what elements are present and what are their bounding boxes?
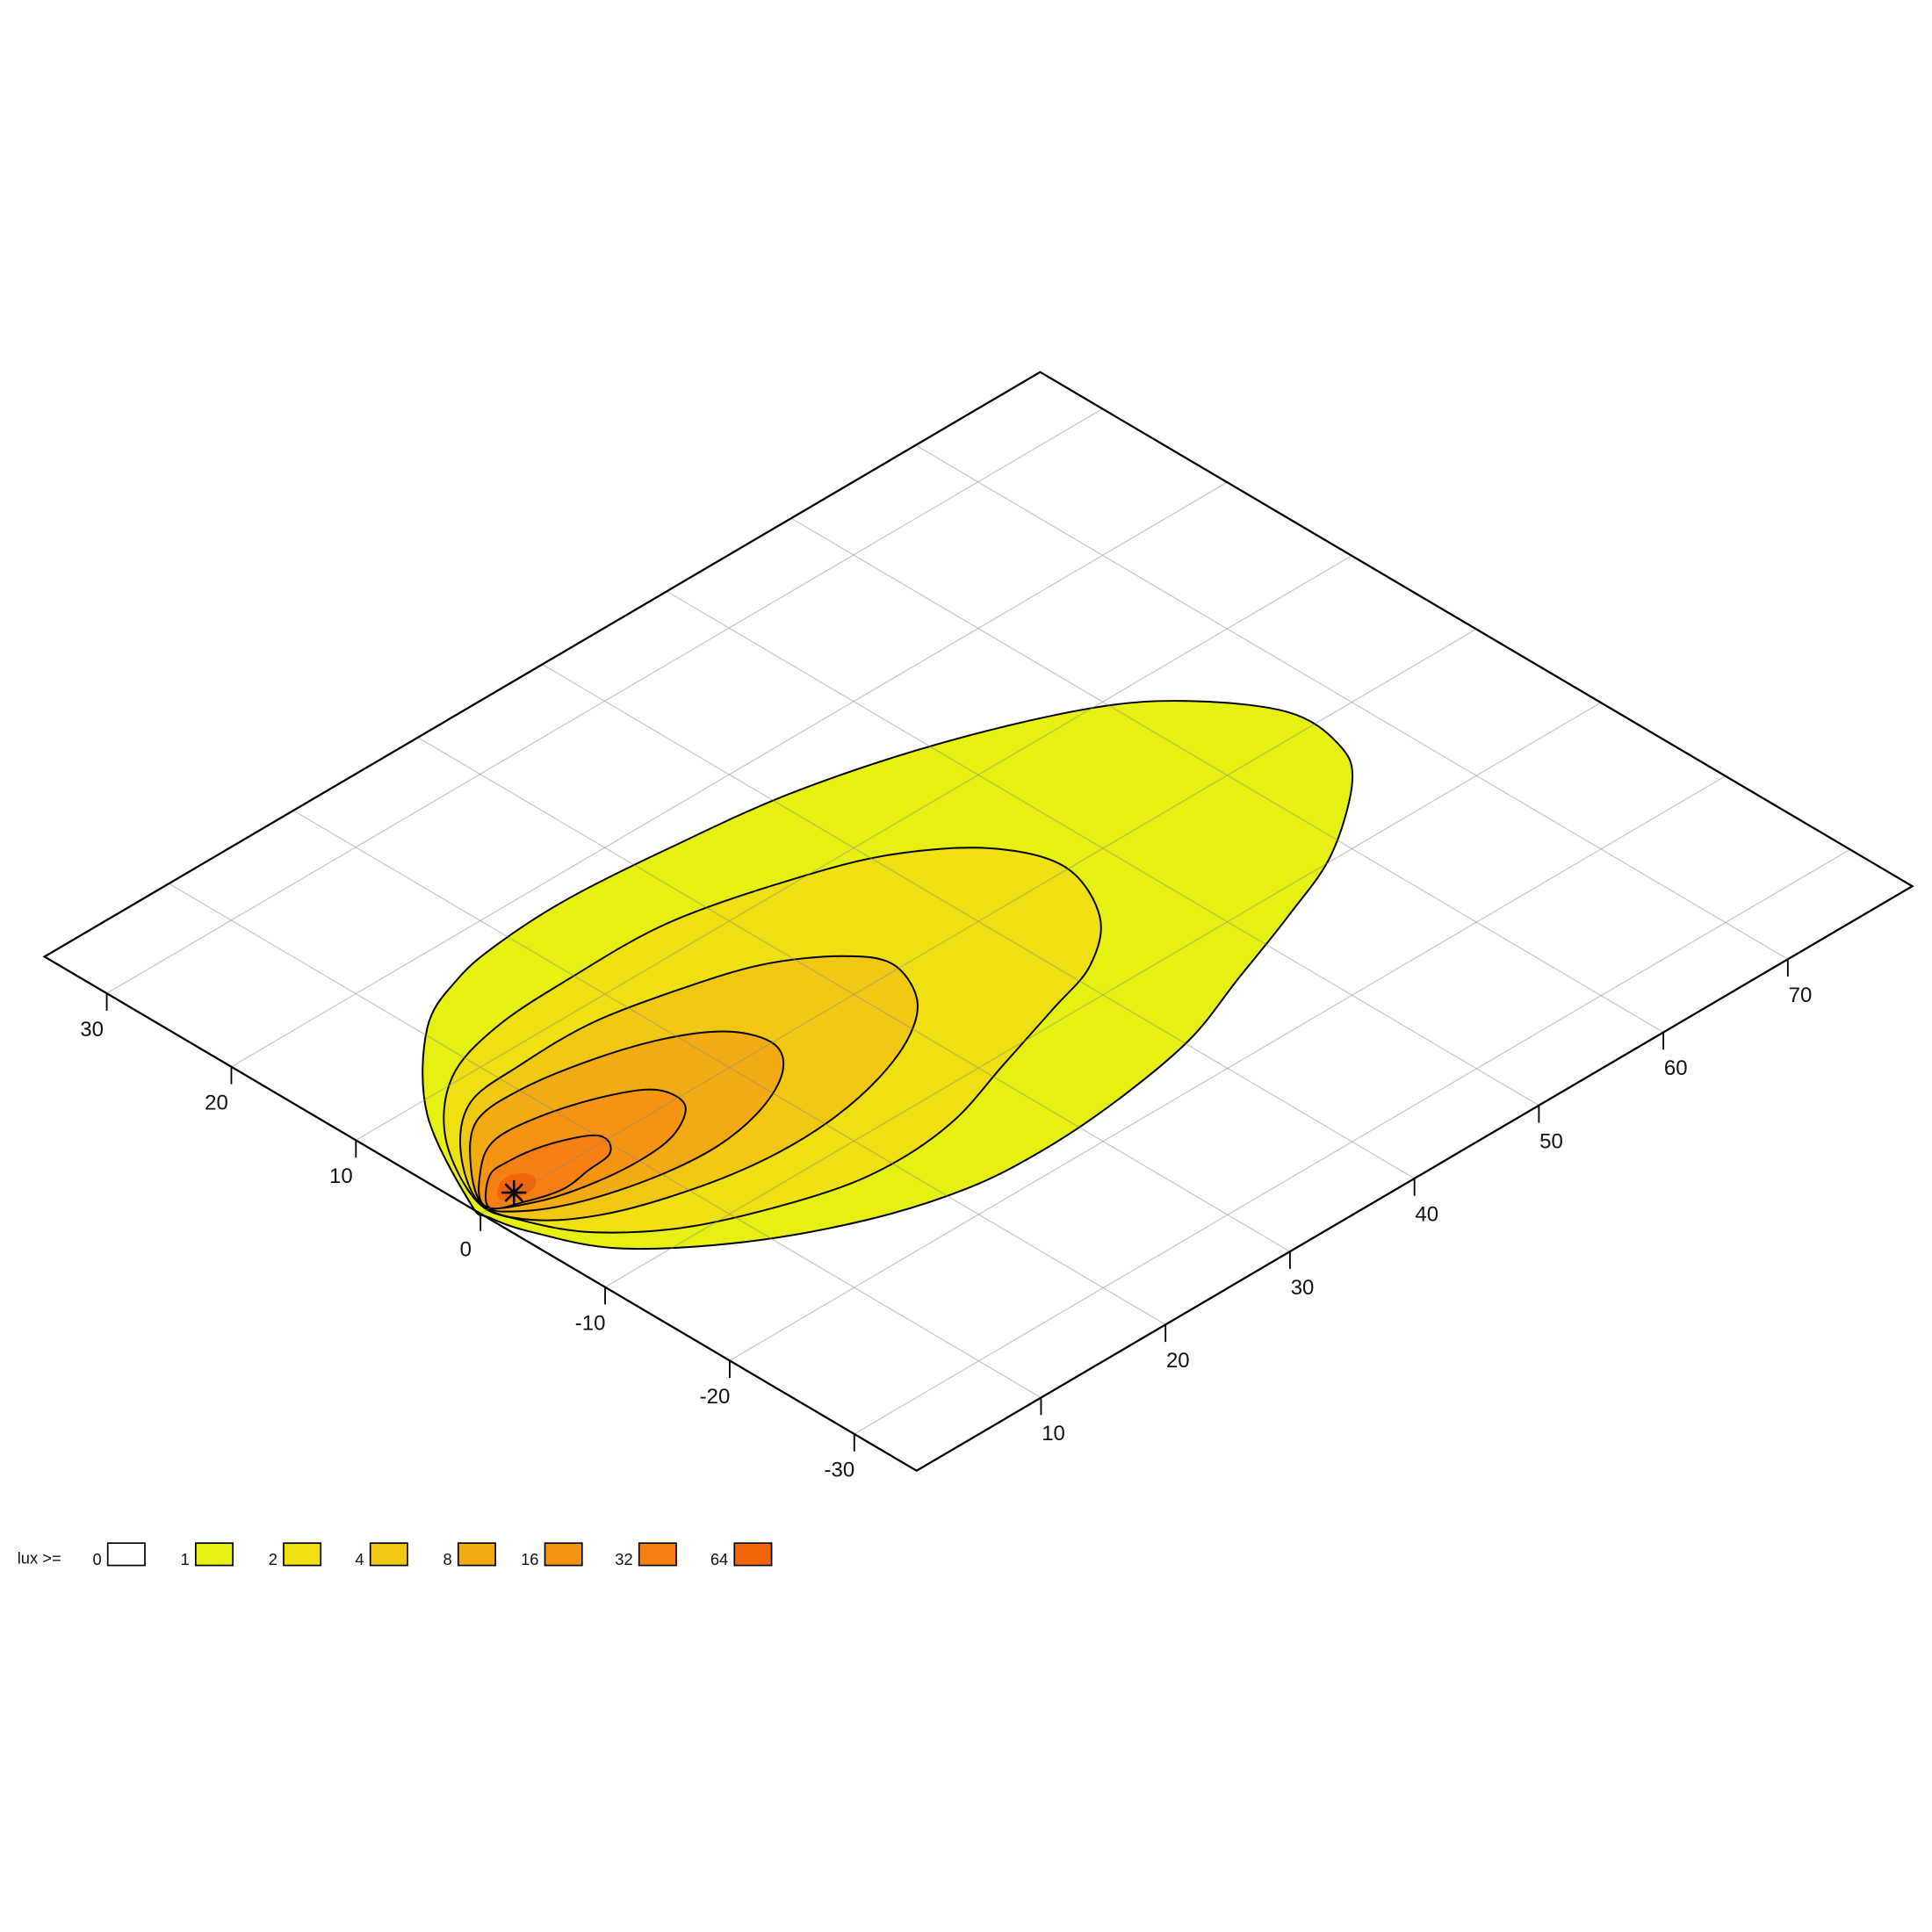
grid-line xyxy=(292,810,1166,1325)
legend-swatch xyxy=(457,1542,496,1567)
grid-line xyxy=(417,737,1291,1252)
legend-label: 1 xyxy=(181,1550,190,1568)
luminaire xyxy=(501,1179,527,1206)
grid-line xyxy=(479,628,1477,1215)
legend-swatch xyxy=(106,1542,146,1567)
x-tick-label: 0 xyxy=(460,1238,472,1262)
x-tick-label: 30 xyxy=(80,1018,104,1042)
x-tick-label: 10 xyxy=(329,1164,353,1188)
grid xyxy=(106,407,1850,1435)
legend-label: 0 xyxy=(92,1550,101,1568)
legend-label: 32 xyxy=(615,1550,632,1568)
grid-line xyxy=(729,775,1727,1361)
y-tick-label: 30 xyxy=(1291,1276,1315,1300)
x-tick-label: -10 xyxy=(575,1311,606,1335)
isolux-regions xyxy=(422,700,1354,1251)
grid-line xyxy=(355,555,1352,1141)
axes: -30 -20 -10 0 10 20 30 10 20 30 40 50 60 70 xyxy=(80,959,1813,1482)
legend-swatch xyxy=(283,1542,322,1567)
legend-title: lux >= xyxy=(18,1548,61,1567)
grid-line xyxy=(854,848,1850,1435)
legend-label: 2 xyxy=(269,1550,278,1568)
grid-line xyxy=(169,883,1042,1399)
legend-swatch xyxy=(194,1542,234,1567)
grid-line xyxy=(106,407,1103,994)
grid-line xyxy=(542,663,1415,1179)
legend-label: 4 xyxy=(355,1550,364,1568)
frame xyxy=(42,371,1914,1473)
legend-swatch xyxy=(369,1542,408,1567)
y-tick-label: 70 xyxy=(1789,984,1813,1007)
grid-line xyxy=(915,444,1789,960)
legend-swatch xyxy=(638,1542,677,1567)
legend-swatch xyxy=(544,1542,583,1567)
x-tick-label: 20 xyxy=(205,1091,228,1114)
legend-label: 16 xyxy=(521,1550,538,1568)
legend: lux >= 0 1 2 4 8 16 32 64 xyxy=(18,1542,773,1568)
plane-border xyxy=(42,371,1914,1473)
legend-label: 64 xyxy=(710,1550,728,1568)
y-tick-label: 50 xyxy=(1539,1129,1563,1153)
legend-label: 8 xyxy=(443,1550,452,1568)
y-tick-label: 40 xyxy=(1415,1203,1438,1227)
luminaire-stroke xyxy=(504,1183,524,1202)
y-tick-label: 10 xyxy=(1042,1422,1065,1445)
grid-line xyxy=(231,481,1228,1068)
grid-line xyxy=(666,590,1539,1107)
legend-swatch xyxy=(733,1542,773,1567)
grid-line xyxy=(790,517,1664,1034)
grid-line xyxy=(604,702,1602,1288)
x-tick-label: -20 xyxy=(700,1385,731,1409)
y-tick-label: 60 xyxy=(1664,1056,1688,1080)
x-tick-label: -30 xyxy=(825,1459,855,1482)
y-tick-label: 20 xyxy=(1166,1349,1190,1373)
